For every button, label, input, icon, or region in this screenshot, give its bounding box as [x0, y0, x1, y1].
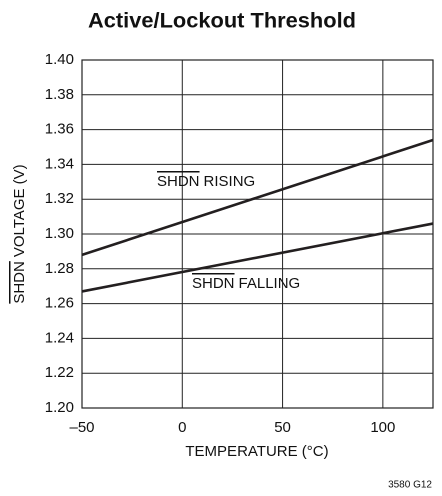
y-tick-label: 1.36 [45, 121, 74, 138]
y-tick-label: 1.32 [45, 190, 74, 207]
y-tick-label: 1.28 [45, 260, 74, 277]
series-label-text: FALLING [239, 275, 301, 292]
y-axis-label-overline: SHDN [11, 261, 28, 304]
y-tick-label: 1.20 [45, 399, 74, 416]
x-tick-label: 100 [370, 419, 395, 436]
series-line [81, 138, 434, 257]
series-label-overline: SHDN [157, 173, 200, 190]
series-label-text: RISING [204, 173, 256, 190]
y-tick-label: 1.24 [45, 329, 74, 346]
plot-frame [81, 59, 434, 409]
x-axis-label: TEMPERATURE (°C) [185, 443, 328, 460]
y-axis-label-text: VOLTAGE (V) [11, 164, 28, 257]
x-tick-label: 0 [178, 419, 186, 436]
y-tick-label: 1.40 [45, 51, 74, 68]
y-tick-label: 1.30 [45, 225, 74, 242]
y-tick-label: 1.38 [45, 86, 74, 103]
y-tick-label: 1.34 [45, 155, 74, 172]
footnote: 3580 G12 [388, 480, 432, 491]
x-tick-label: 50 [274, 419, 291, 436]
y-tick-label: 1.26 [45, 295, 74, 312]
series-line [81, 222, 434, 293]
y-axis-label: SHDN VOLTAGE (V) [11, 164, 28, 303]
series-label-overline: SHDN [192, 275, 235, 292]
series-label: SHDN RISING [157, 173, 255, 190]
chart-title: Active/Lockout Threshold [88, 10, 356, 33]
y-tick-label: 1.22 [45, 364, 74, 381]
x-tick-label: –50 [69, 419, 94, 436]
series-label: SHDN FALLING [192, 275, 300, 292]
